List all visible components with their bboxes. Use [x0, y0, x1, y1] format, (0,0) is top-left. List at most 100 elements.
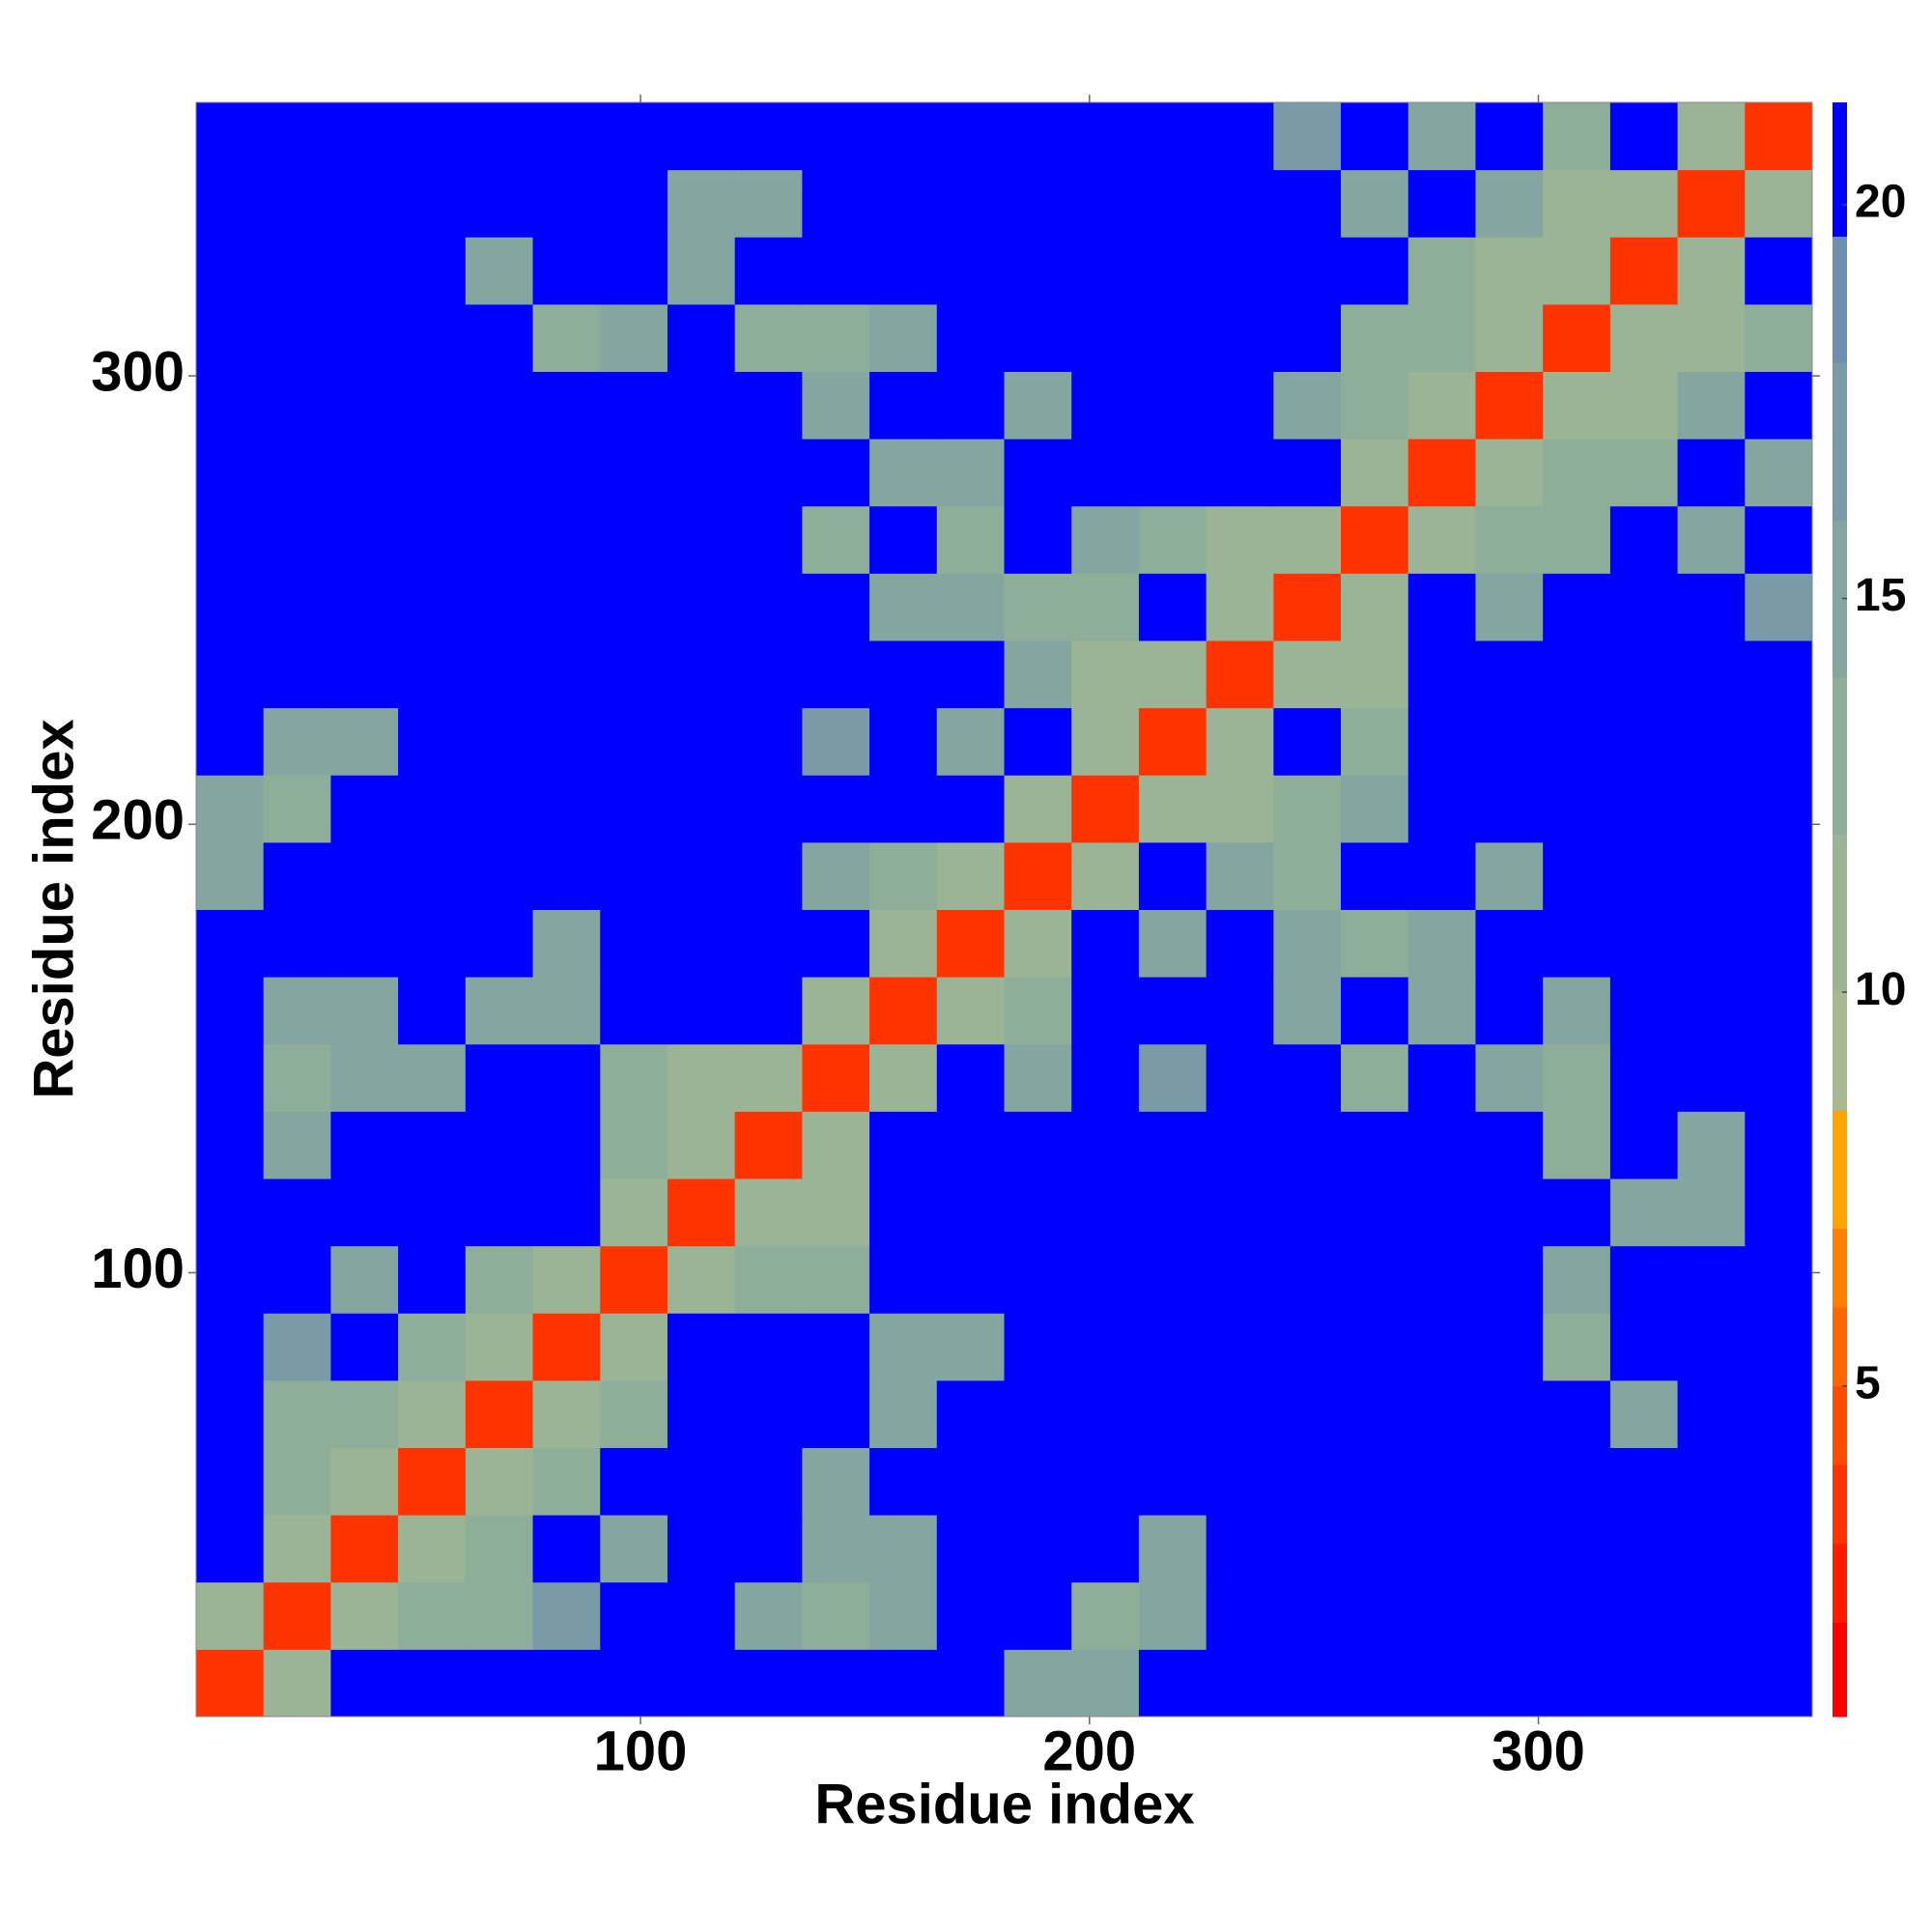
heatmap-cell: [330, 237, 399, 305]
heatmap-cell: [1543, 1447, 1611, 1516]
heatmap-cell: [330, 1313, 399, 1381]
heatmap-cell: [465, 505, 534, 574]
heatmap-cell: [1407, 841, 1476, 910]
heatmap-cell: [936, 169, 1005, 238]
heatmap-cell: [1609, 169, 1679, 238]
heatmap-cell: [465, 102, 534, 171]
heatmap-cell: [263, 1043, 331, 1112]
heatmap-cell: [1206, 707, 1274, 776]
heatmap-cell: [1609, 237, 1679, 305]
heatmap-cell: [1677, 371, 1746, 440]
heatmap-cell: [1273, 707, 1342, 776]
colorbar-band: [1833, 1464, 1847, 1545]
heatmap-cell: [734, 909, 803, 978]
heatmap-cell: [802, 303, 870, 372]
heatmap-cell: [1341, 707, 1409, 776]
heatmap-cell: [1206, 169, 1274, 238]
heatmap-cell: [1475, 640, 1544, 709]
heatmap-cell: [1004, 1043, 1072, 1112]
heatmap-cell: [734, 1447, 803, 1516]
heatmap-cell: [1273, 1581, 1342, 1650]
heatmap-cell: [196, 707, 265, 776]
heatmap-cell: [330, 573, 399, 641]
heatmap-cell: [936, 977, 1005, 1045]
heatmap-cell: [196, 439, 265, 507]
heatmap-cell: [330, 775, 399, 843]
heatmap-cell: [1609, 1313, 1679, 1381]
heatmap-cell: [263, 371, 331, 440]
heatmap-cell: [465, 1111, 534, 1179]
heatmap-cell: [1543, 775, 1611, 843]
heatmap-cell: [1341, 1111, 1409, 1179]
heatmap-cell: [869, 573, 938, 641]
heatmap-cell: [1004, 1379, 1072, 1448]
heatmap-cell: [667, 1179, 736, 1247]
heatmap-cell: [1475, 775, 1544, 843]
heatmap-cell: [465, 707, 534, 776]
heatmap-cell: [1273, 505, 1342, 574]
heatmap-cell: [263, 237, 331, 305]
heatmap-cell: [1475, 1179, 1544, 1247]
heatmap-cell: [1745, 303, 1813, 372]
heatmap-cell: [1273, 841, 1342, 910]
heatmap-cell: [1138, 303, 1208, 372]
heatmap-cell: [1004, 371, 1072, 440]
heatmap-cell: [1341, 1379, 1409, 1448]
heatmap-cell: [532, 573, 601, 641]
heatmap-cell: [1677, 1111, 1746, 1179]
heatmap-cell: [1341, 1447, 1409, 1516]
heatmap-cell: [1138, 1245, 1208, 1314]
heatmap-cell: [802, 573, 870, 641]
heatmap-cell: [1206, 1581, 1274, 1650]
heatmap-cell: [734, 1043, 803, 1112]
heatmap-cell: [1138, 1581, 1208, 1650]
heatmap-cell: [1475, 1649, 1544, 1718]
heatmap-cell: [1609, 102, 1679, 171]
heatmap-cell: [1609, 1245, 1679, 1314]
heatmap-cell: [1475, 237, 1544, 305]
heatmap-cell: [398, 573, 467, 641]
heatmap-cell: [1206, 1447, 1274, 1516]
heatmap-cell: [1407, 1649, 1476, 1718]
heatmap-cell: [465, 169, 534, 238]
heatmap-cell: [1138, 573, 1208, 641]
heatmap-cell: [1609, 1447, 1679, 1516]
heatmap-cell: [1407, 439, 1476, 507]
heatmap-cell: [1206, 977, 1274, 1045]
heatmap-cell: [196, 303, 265, 372]
heatmap-cell: [1206, 775, 1274, 843]
heatmap-cell: [532, 1179, 601, 1247]
heatmap-cell: [600, 1313, 668, 1381]
heatmap-cell: [532, 1379, 601, 1448]
heatmap-cell: [734, 775, 803, 843]
heatmap-cell: [600, 102, 668, 171]
heatmap-cell: [802, 371, 870, 440]
heatmap-cell: [1677, 775, 1746, 843]
heatmap-cell: [263, 775, 331, 843]
heatmap-cell: [1071, 303, 1140, 372]
x-tick-label: 300: [1492, 1719, 1585, 1782]
heatmap-cell: [330, 169, 399, 238]
heatmap-cell: [263, 977, 331, 1045]
heatmap-cell: [1273, 909, 1342, 978]
heatmap-cell: [1745, 169, 1813, 238]
heatmap-cell: [734, 439, 803, 507]
heatmap-cell: [398, 1581, 467, 1650]
colorbar-band: [1833, 102, 1847, 238]
heatmap-cell: [263, 1179, 331, 1247]
heatmap-cell: [1609, 977, 1679, 1045]
heatmap-cell: [196, 573, 265, 641]
heatmap-cell: [734, 102, 803, 171]
heatmap-cell: [667, 1649, 736, 1718]
heatmap-cell: [1543, 1111, 1611, 1179]
heatmap-cell: [532, 1515, 601, 1583]
heatmap-cell: [1341, 102, 1409, 171]
heatmap-cell: [1004, 1581, 1072, 1650]
heatmap-cell: [734, 1379, 803, 1448]
heatmap-cell: [465, 573, 534, 641]
heatmap-cell: [1206, 1515, 1274, 1583]
heatmap-cell: [1677, 1245, 1746, 1314]
heatmap-cell: [1071, 573, 1140, 641]
heatmap-cell: [532, 775, 601, 843]
heatmap-cell: [196, 1313, 265, 1381]
